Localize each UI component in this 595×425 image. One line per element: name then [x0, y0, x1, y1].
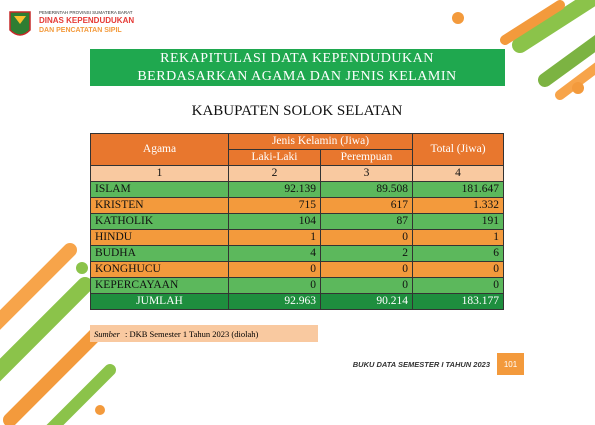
- logo: [9, 11, 31, 36]
- cell: 617: [320, 197, 413, 214]
- cell: 0: [320, 261, 413, 278]
- cell: 104: [228, 213, 321, 230]
- data-row: HINDU 1 0 1: [90, 229, 504, 246]
- source-box: [90, 325, 318, 342]
- head-female: Perempuan: [320, 149, 413, 166]
- org-line1: PEMERINTAH PROVINSI SUMATERA BARAT: [39, 10, 133, 15]
- head-agama: Agama: [90, 133, 229, 166]
- cell: KONGHUCU: [90, 261, 229, 278]
- cell: ISLAM: [90, 181, 229, 198]
- cell: 0: [228, 277, 321, 294]
- cell: 181.647: [412, 181, 504, 198]
- head-male: Laki-Laki: [228, 149, 321, 166]
- cell: HINDU: [90, 229, 229, 246]
- cell: 92.139: [228, 181, 321, 198]
- subtitle: KABUPATEN SOLOK SELATAN: [192, 103, 403, 119]
- stripes-top-right: [500, 0, 595, 100]
- cell: 6: [412, 245, 504, 262]
- table-body: Agama Jenis Kelamin (Jiwa) Total (Jiwa) …: [90, 133, 504, 310]
- cell: 1: [90, 165, 229, 182]
- banner-line2: BERDASARKAN AGAMA DAN JENIS KELAMIN: [137, 69, 456, 84]
- banner: [90, 49, 505, 86]
- org-line2: DINAS KEPENDUDUKAN: [39, 16, 134, 25]
- data-row: KONGHUCU 0 0 0: [90, 261, 504, 278]
- data-row: ISLAM 92.139 89.508 181.647: [90, 181, 504, 198]
- cell: 715: [228, 197, 321, 214]
- org-line3: DAN PENCATATAN SIPIL: [39, 27, 122, 34]
- cell: KRISTEN: [90, 197, 229, 214]
- cell: 1.332: [412, 197, 504, 214]
- cell: 0: [412, 277, 504, 294]
- cell: 191: [412, 213, 504, 230]
- page-number: 101: [504, 360, 518, 369]
- cell: 4: [412, 165, 504, 182]
- cell: 1: [228, 229, 321, 246]
- cell: 1: [412, 229, 504, 246]
- cell: KATHOLIK: [90, 213, 229, 230]
- cell: 90.214: [320, 293, 413, 310]
- cell: JUMLAH: [90, 293, 229, 310]
- cell: 89.508: [320, 181, 413, 198]
- head-gender: Jenis Kelamin (Jiwa): [228, 133, 413, 150]
- data-table: Agama Jenis Kelamin (Jiwa) Total (Jiwa) …: [90, 133, 504, 310]
- cell: BUDHA: [90, 245, 229, 262]
- data-row: KATHOLIK 104 87 191: [90, 213, 504, 230]
- total-row: JUMLAH 92.963 90.214 183.177: [90, 293, 504, 310]
- cell: 0: [412, 261, 504, 278]
- head-row: Agama Jenis Kelamin (Jiwa) Total (Jiwa): [90, 133, 504, 166]
- source-text: : DKB Semester 1 Tahun 2023 (diolah): [125, 329, 259, 339]
- cell: 0: [320, 229, 413, 246]
- cell: 0: [228, 261, 321, 278]
- book-title: BUKU DATA SEMESTER I TAHUN 2023: [353, 360, 491, 369]
- source-label: Sumber: [94, 329, 121, 339]
- cell: 87: [320, 213, 413, 230]
- cell: 2: [228, 165, 321, 182]
- cell: 0: [320, 277, 413, 294]
- cell: 3: [320, 165, 413, 182]
- cell: 2: [320, 245, 413, 262]
- page-box: [497, 353, 524, 375]
- data-row: KRISTEN 715 617 1.332: [90, 197, 504, 214]
- cell: KEPERCAYAAN: [90, 277, 229, 294]
- banner-line1: REKAPITULASI DATA KEPENDUDUKAN: [160, 51, 434, 66]
- stripes-bottom-left: [0, 243, 116, 425]
- cell: 92.963: [228, 293, 321, 310]
- cell: 4: [228, 245, 321, 262]
- data-row: KEPERCAYAAN 0 0 0: [90, 277, 504, 294]
- data-row: BUDHA 4 2 6: [90, 245, 504, 262]
- cell: 183.177: [412, 293, 504, 310]
- head-total: Total (Jiwa): [412, 133, 504, 166]
